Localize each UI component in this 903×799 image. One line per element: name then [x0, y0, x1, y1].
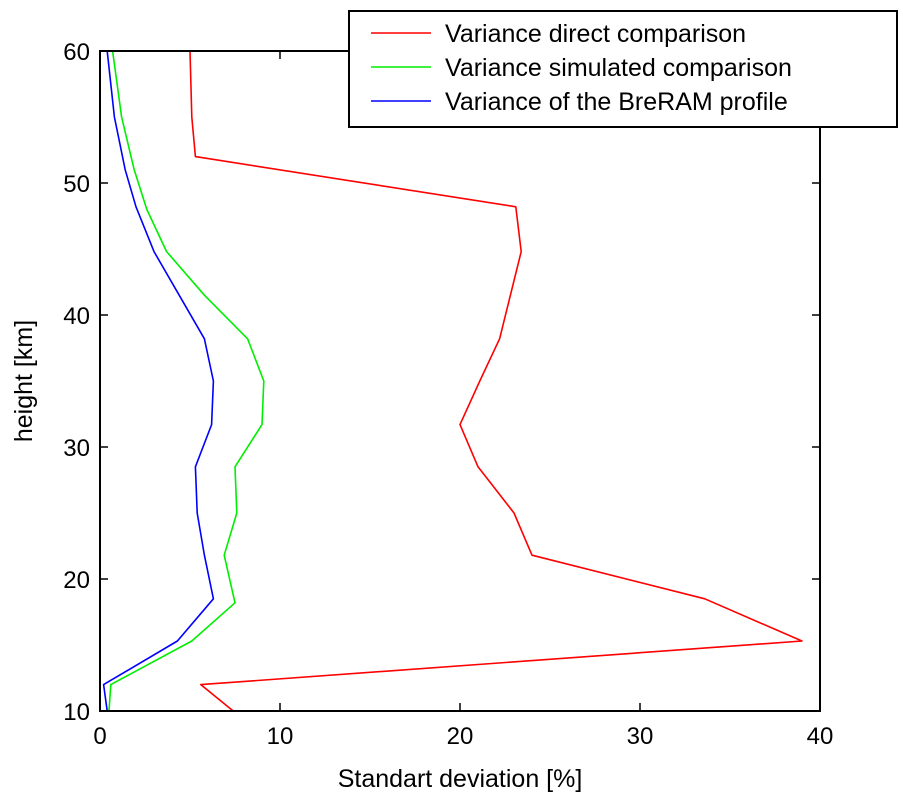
series-line-1 — [189, 50, 803, 712]
x-tick-label: 30 — [627, 723, 654, 750]
x-axis-label: Standart deviation [%] — [338, 765, 583, 793]
legend-label-2: Variance simulated comparison — [445, 54, 792, 82]
y-axis-label: height [km] — [10, 320, 38, 442]
y-tick-label: 40 — [63, 303, 90, 330]
y-tick-label: 50 — [63, 171, 90, 198]
x-tick-label: 40 — [807, 723, 834, 750]
y-axis-ticks: 10 20 30 40 50 60 — [63, 39, 820, 726]
y-tick-label: 10 — [63, 699, 90, 726]
legend-box — [348, 10, 898, 128]
series-line-2 — [108, 50, 265, 712]
legend-label-3: Variance of the BreRAM profile — [445, 88, 788, 116]
legend: Variance direct comparison Variance simul… — [348, 10, 898, 128]
legend-label-1: Variance direct comparison — [445, 20, 746, 48]
x-tick-label: 0 — [93, 723, 106, 750]
y-tick-label: 60 — [63, 39, 90, 66]
y-tick-label: 30 — [63, 435, 90, 462]
y-tick-label: 20 — [63, 567, 90, 594]
x-tick-label: 10 — [267, 723, 294, 750]
series-line-3 — [102, 50, 215, 712]
x-tick-label: 20 — [447, 723, 474, 750]
plot-lines — [102, 50, 803, 712]
